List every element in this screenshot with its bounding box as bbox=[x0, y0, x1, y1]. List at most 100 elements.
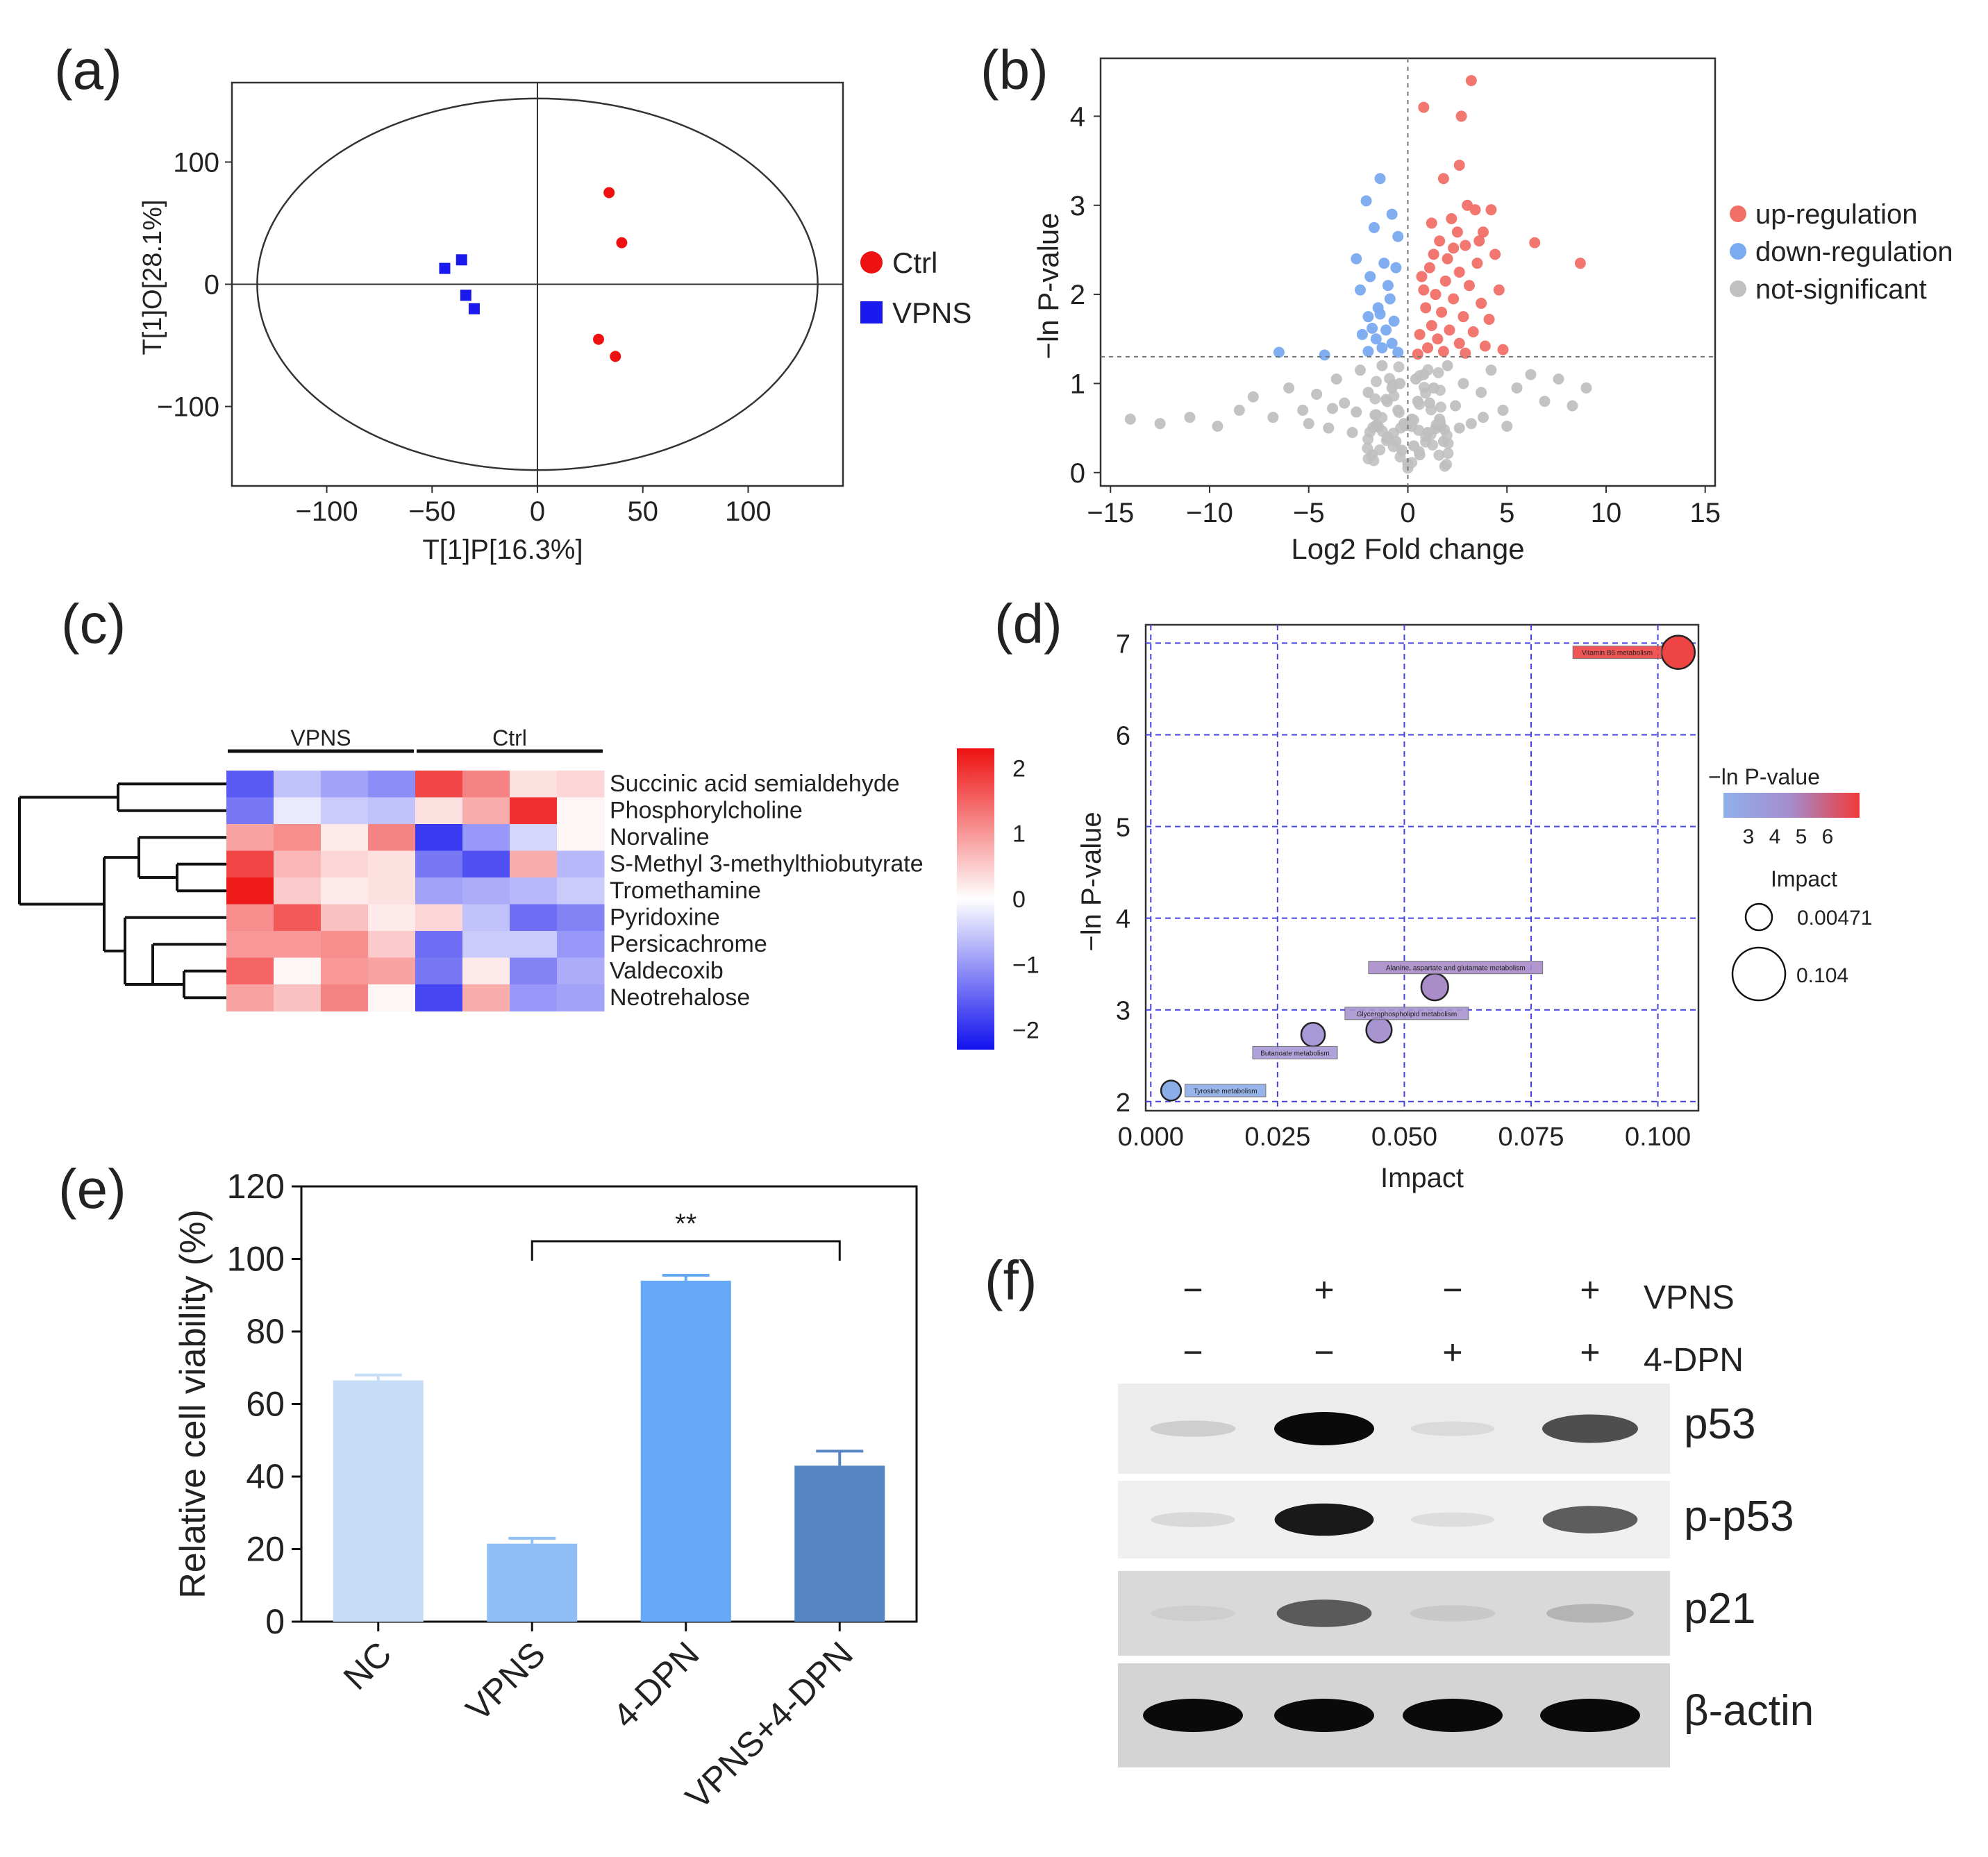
legend-label-ctrl: Ctrl bbox=[892, 246, 937, 279]
not-significant-point bbox=[1437, 435, 1449, 447]
x-tick-label: 10 bbox=[1591, 498, 1622, 528]
x-tick-label: −5 bbox=[1293, 498, 1325, 528]
up-regulation-point bbox=[1414, 328, 1426, 340]
row-label: Neotrehalose bbox=[610, 984, 750, 1011]
up-regulation-point bbox=[1448, 242, 1460, 254]
pathway-label-box bbox=[1252, 1045, 1338, 1059]
x-tick-label: −10 bbox=[1186, 498, 1233, 528]
heatmap-cell bbox=[274, 771, 321, 798]
not-significant-point bbox=[1392, 404, 1404, 416]
heatmap-cell bbox=[226, 984, 274, 1011]
x-tick-label: VPNS bbox=[458, 1634, 553, 1729]
heatmap-cell bbox=[462, 984, 510, 1011]
down-regulation-point bbox=[1378, 258, 1390, 269]
up-regulation-point bbox=[1465, 75, 1477, 87]
size-legend-title: Impact bbox=[1771, 866, 1837, 891]
not-significant-point bbox=[1370, 409, 1382, 421]
size-legend-small-label: 0.00471 bbox=[1797, 907, 1872, 930]
protein-band bbox=[1151, 1512, 1235, 1527]
heatmap-cell bbox=[415, 984, 463, 1011]
heatmap-cell bbox=[274, 931, 321, 958]
up-regulation-point bbox=[1446, 213, 1457, 224]
protein-band bbox=[1410, 1512, 1495, 1527]
color-legend-tick: 6 bbox=[1822, 825, 1834, 848]
down-regulation-point bbox=[1360, 195, 1372, 207]
color-legend-tick: 3 bbox=[1743, 825, 1755, 848]
legend-marker bbox=[1730, 243, 1746, 260]
cell-viability-bar-chart: 0 20 40 60 80 100 120 Relative cell viability (… bbox=[173, 1167, 918, 1817]
heatmap-cell bbox=[321, 931, 369, 958]
down-regulation-point bbox=[1388, 315, 1400, 327]
not-significant-point bbox=[1442, 448, 1454, 460]
up-regulation-point bbox=[1476, 297, 1487, 309]
not-significant-point bbox=[1485, 364, 1497, 376]
down-regulation-point bbox=[1354, 284, 1366, 296]
panel-label-f: (f) bbox=[985, 1250, 1037, 1311]
legend-marker-vpns bbox=[860, 301, 883, 323]
x-tick-label: 0.025 bbox=[1244, 1123, 1310, 1152]
panel-label-a: (a) bbox=[54, 39, 122, 101]
confidence-ellipse bbox=[256, 97, 819, 471]
protein-band bbox=[1540, 1699, 1640, 1732]
y-tick-label: 4 bbox=[1070, 101, 1085, 132]
heatmap-cell bbox=[368, 984, 416, 1011]
panel-label-b: (b) bbox=[980, 39, 1049, 101]
bar-vpns bbox=[487, 1543, 578, 1622]
y-tick-label: 40 bbox=[246, 1457, 285, 1496]
up-regulation-point bbox=[1416, 271, 1428, 283]
x-tick-label: 0 bbox=[530, 496, 545, 527]
not-significant-point bbox=[1283, 382, 1295, 394]
x-axis-label: Impact bbox=[1380, 1163, 1464, 1193]
not-significant-point bbox=[1297, 404, 1309, 416]
not-significant-point bbox=[1370, 419, 1382, 431]
heatmap-cell bbox=[415, 797, 463, 825]
not-significant-point bbox=[1303, 418, 1314, 430]
heatmap-cell bbox=[510, 877, 558, 905]
down-regulation-point bbox=[1374, 308, 1386, 320]
up-regulation-point bbox=[1418, 284, 1430, 296]
pathway-label: Tyrosine metabolism bbox=[1194, 1088, 1258, 1095]
up-regulation-point bbox=[1420, 302, 1432, 314]
not-significant-point bbox=[1362, 387, 1374, 398]
bar-4-dpn bbox=[640, 1280, 731, 1622]
heatmap-cell bbox=[274, 824, 321, 851]
vpns-point bbox=[468, 303, 480, 314]
ctrl-point bbox=[603, 187, 615, 199]
row-label: Pyridoxine bbox=[610, 905, 720, 931]
band-label: β-actin bbox=[1684, 1687, 1814, 1735]
legend-marker-ctrl bbox=[860, 251, 883, 274]
ctrl-point bbox=[616, 237, 628, 249]
not-significant-point bbox=[1354, 364, 1366, 376]
not-significant-point bbox=[1351, 406, 1362, 418]
up-regulation-point bbox=[1483, 314, 1495, 326]
up-regulation-point bbox=[1485, 204, 1497, 216]
not-significant-point bbox=[1580, 382, 1592, 394]
up-regulation-point bbox=[1489, 249, 1501, 260]
down-regulation-point bbox=[1384, 293, 1396, 305]
protein-band bbox=[1410, 1605, 1496, 1622]
up-regulation-point bbox=[1422, 342, 1434, 354]
treatment-sign: − bbox=[1183, 1333, 1203, 1372]
metabolite-heatmap: VPNS Ctrl Succinic acid semialdehydePhosph… bbox=[18, 725, 1039, 1050]
heatmap-cell bbox=[226, 877, 274, 905]
x-tick-label: 5 bbox=[1499, 498, 1514, 528]
legend-label: up-regulation bbox=[1755, 199, 1918, 230]
up-regulation-point bbox=[1437, 346, 1449, 358]
up-regulation-point bbox=[1529, 237, 1541, 249]
heatmap-cell bbox=[368, 771, 416, 798]
treatment-sign: + bbox=[1442, 1333, 1462, 1372]
y-axis-label: Relative cell viability (%) bbox=[173, 1209, 213, 1599]
band-label: p21 bbox=[1684, 1585, 1755, 1633]
heatmap-cell bbox=[368, 904, 416, 932]
not-significant-point bbox=[1267, 412, 1279, 423]
up-regulation-point bbox=[1460, 347, 1471, 359]
up-regulation-point bbox=[1457, 311, 1469, 323]
up-regulation-point bbox=[1473, 235, 1485, 247]
protein-band bbox=[1410, 1421, 1495, 1436]
not-significant-point bbox=[1339, 397, 1351, 409]
pathway-bubble bbox=[1160, 1079, 1183, 1102]
heatmap-cell bbox=[510, 850, 558, 878]
up-regulation-point bbox=[1497, 344, 1509, 355]
heatmap-cell bbox=[415, 850, 463, 878]
heatmap-cell bbox=[557, 797, 605, 825]
